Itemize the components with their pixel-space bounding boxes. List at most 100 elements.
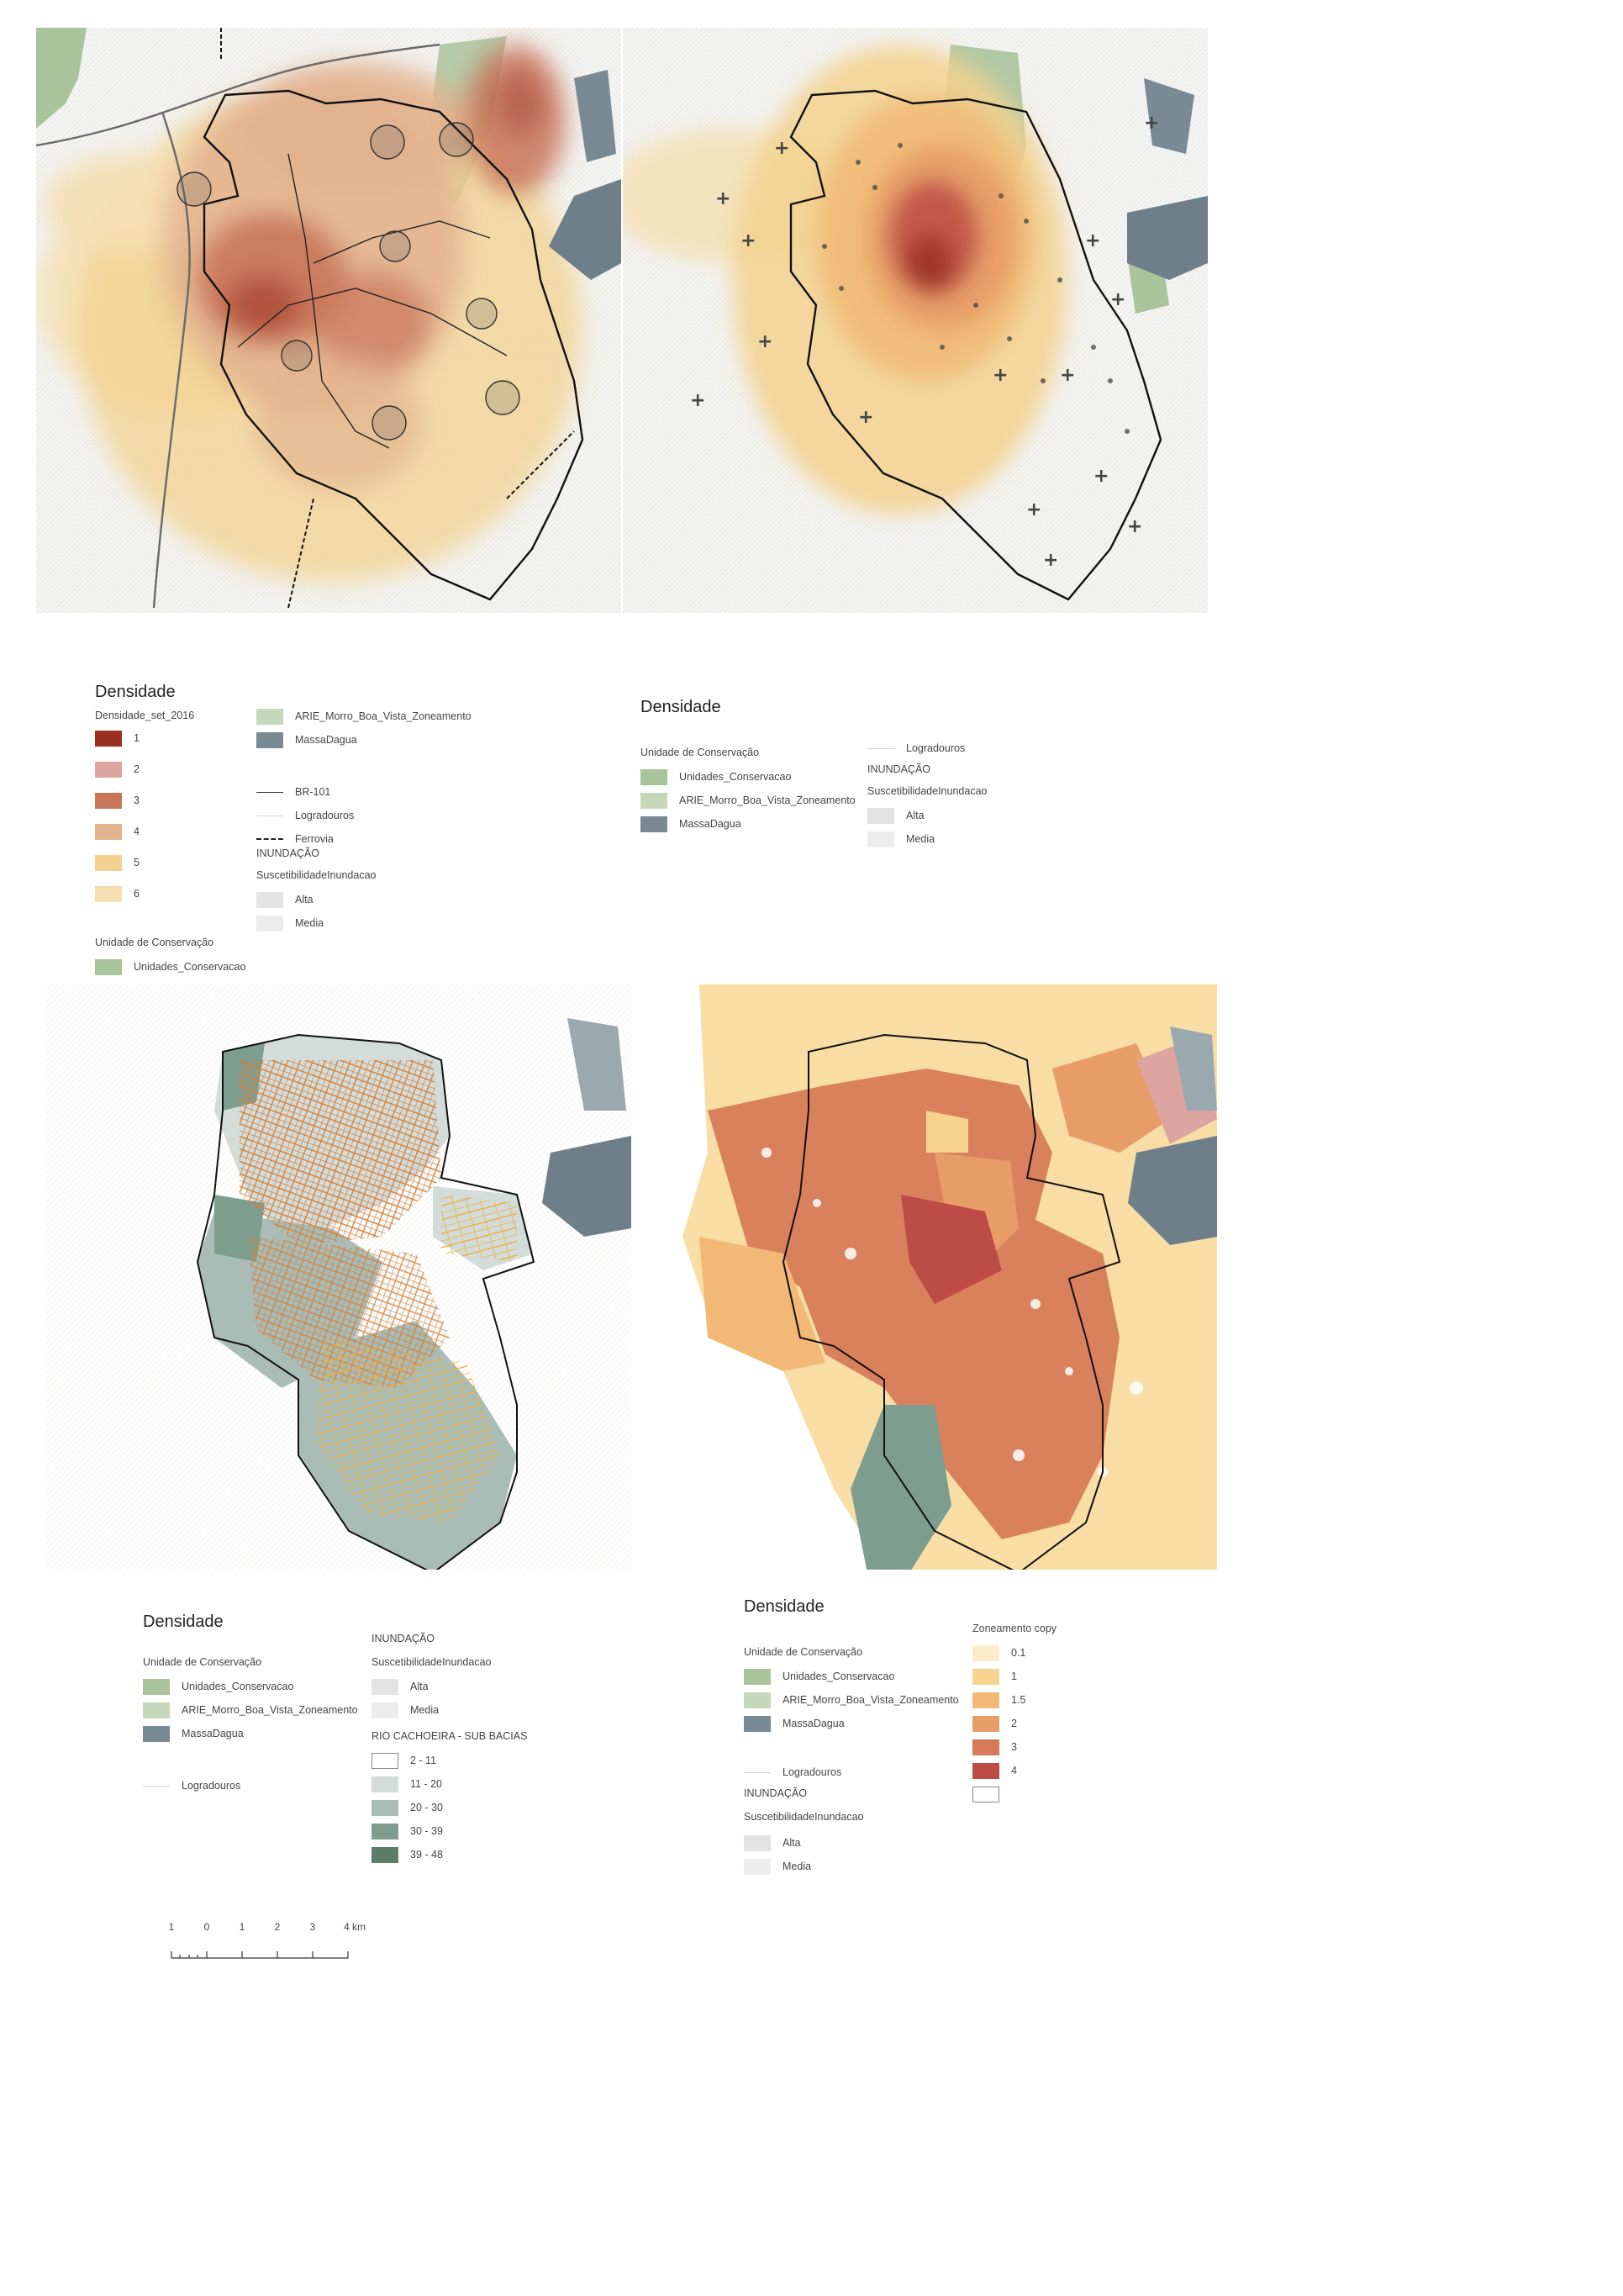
legend-item: Logradouros (143, 1777, 240, 1794)
legend-heading: SuscetibilidadeInundacao (256, 869, 377, 881)
legend-heading: INUNDAÇÃO (256, 847, 320, 859)
legend-label: Media (783, 1861, 812, 1872)
density-zone (225, 276, 301, 335)
legend-item: Logradouros (256, 807, 354, 824)
legend-item: MassaDagua (143, 1725, 244, 1742)
water-body (1128, 1136, 1217, 1245)
legend-label: Unidades_Conservacao (134, 961, 246, 973)
legend-label: 2 - 11 (410, 1755, 437, 1766)
legend-item: 3 (95, 792, 140, 809)
legend-label: Logradouros (906, 742, 966, 754)
legend-heading: Unidade de Conservação (744, 1646, 863, 1658)
legend-heading: Unidade de Conservação (143, 1656, 262, 1668)
legend-item: 20 - 30 (371, 1799, 443, 1816)
svg-text:+: + (690, 390, 705, 411)
legend-item: Media (371, 1702, 439, 1718)
legend-swatch (143, 1785, 170, 1787)
legend-label: MassaDagua (182, 1728, 244, 1739)
svg-text:+: + (1026, 499, 1041, 520)
legend-swatch (256, 708, 283, 725)
legend-item: 2 (972, 1715, 1017, 1732)
legend-item: Alta (256, 891, 314, 908)
legend-swatch (640, 768, 667, 785)
legend-swatch (371, 1752, 398, 1769)
legend-item: MassaDagua (640, 815, 741, 832)
legend-swatch (972, 1715, 999, 1732)
street-network (315, 1338, 500, 1523)
legend-label: 1 (1011, 1671, 1017, 1682)
legend-item: Media (867, 831, 935, 847)
svg-text:+: + (1085, 230, 1100, 251)
legend-item: Alta (744, 1834, 801, 1851)
map-density-services: + + + + + + + + + + + + + + + (623, 28, 1208, 613)
svg-text:+: + (1093, 466, 1109, 487)
legend-swatch (972, 1739, 999, 1755)
legend-label: Alta (906, 810, 925, 821)
legend-swatch (371, 1799, 398, 1816)
legend-item: 2 - 11 (371, 1752, 436, 1769)
legend-item: Logradouros (867, 740, 965, 757)
density-zone (255, 356, 423, 490)
legend-label: Unidades_Conservacao (182, 1681, 294, 1692)
legend-swatch (744, 1858, 771, 1875)
legend-item: Logradouros (744, 1764, 841, 1781)
legend-item: Media (256, 915, 324, 932)
legend-heading: Zoneamento copy (972, 1623, 1057, 1634)
density-zone (314, 272, 431, 372)
legend-swatch (867, 747, 894, 749)
legend-heading: RIO CACHOEIRA - SUB BACIAS (371, 1730, 528, 1742)
legend-label: Alta (783, 1837, 801, 1849)
legend-swatch (95, 854, 122, 871)
svg-text:+: + (715, 188, 730, 209)
legend-item: Unidades_Conservacao (640, 768, 791, 785)
legend-swatch (256, 838, 283, 840)
legend-label: 1 (134, 732, 140, 744)
legend-item: MassaDagua (256, 731, 357, 748)
legend-item: 1 (972, 1668, 1017, 1685)
legend-item: Media (744, 1858, 811, 1875)
legend-item: 5 (95, 854, 140, 871)
legend-title: Densidade (640, 698, 721, 716)
legend-item: ARIE_Morro_Boa_Vista_Zoneamento (143, 1702, 358, 1718)
scale-label: 0 (203, 1921, 210, 1933)
legend-item: 3 (972, 1739, 1017, 1755)
legend-item: Ferrovia (256, 831, 334, 847)
legend-item: Unidades_Conservacao (95, 958, 245, 975)
legend-label: Logradouros (783, 1766, 842, 1778)
legend-swatch (972, 1644, 999, 1661)
legend-swatch (95, 885, 122, 902)
legend-swatch (95, 761, 122, 778)
density-zone (238, 61, 473, 196)
legend-swatch (95, 823, 122, 840)
basin-boundary (203, 89, 584, 601)
legend-item: MassaDagua (744, 1715, 845, 1732)
scale-label: 1 (239, 1921, 245, 1933)
conservation-area (36, 28, 87, 129)
legend-label: Logradouros (295, 810, 355, 821)
legend-swatch (640, 792, 667, 809)
legend-swatch (256, 891, 283, 908)
legend-label: 30 - 39 (410, 1825, 443, 1837)
legend-item: Unidades_Conservacao (744, 1668, 894, 1685)
legend-item: 2 (95, 761, 140, 778)
legend-label: 6 (134, 888, 140, 900)
legend-label: 3 (1011, 1741, 1017, 1753)
basin-boundary (782, 1033, 1121, 1570)
svg-text:+: + (1110, 289, 1125, 310)
street-network (441, 1195, 517, 1262)
water-body (1127, 196, 1208, 280)
legend-swatch (744, 1692, 771, 1708)
water-body (574, 70, 616, 162)
svg-text:+: + (740, 230, 756, 251)
legend-title: Densidade (744, 1597, 825, 1616)
legend-label: 20 - 30 (410, 1802, 443, 1813)
legend-label: Media (906, 833, 935, 845)
legend-swatch (867, 831, 894, 847)
legend-label: 39 - 48 (410, 1849, 443, 1861)
legend-item: 4 (972, 1762, 1017, 1779)
street-network (248, 1237, 450, 1388)
legend-item: 11 - 20 (371, 1776, 442, 1792)
legend-swatch (744, 1668, 771, 1685)
zoning-area (901, 1195, 1002, 1304)
legend-heading: Unidade de Conservação (640, 747, 760, 758)
